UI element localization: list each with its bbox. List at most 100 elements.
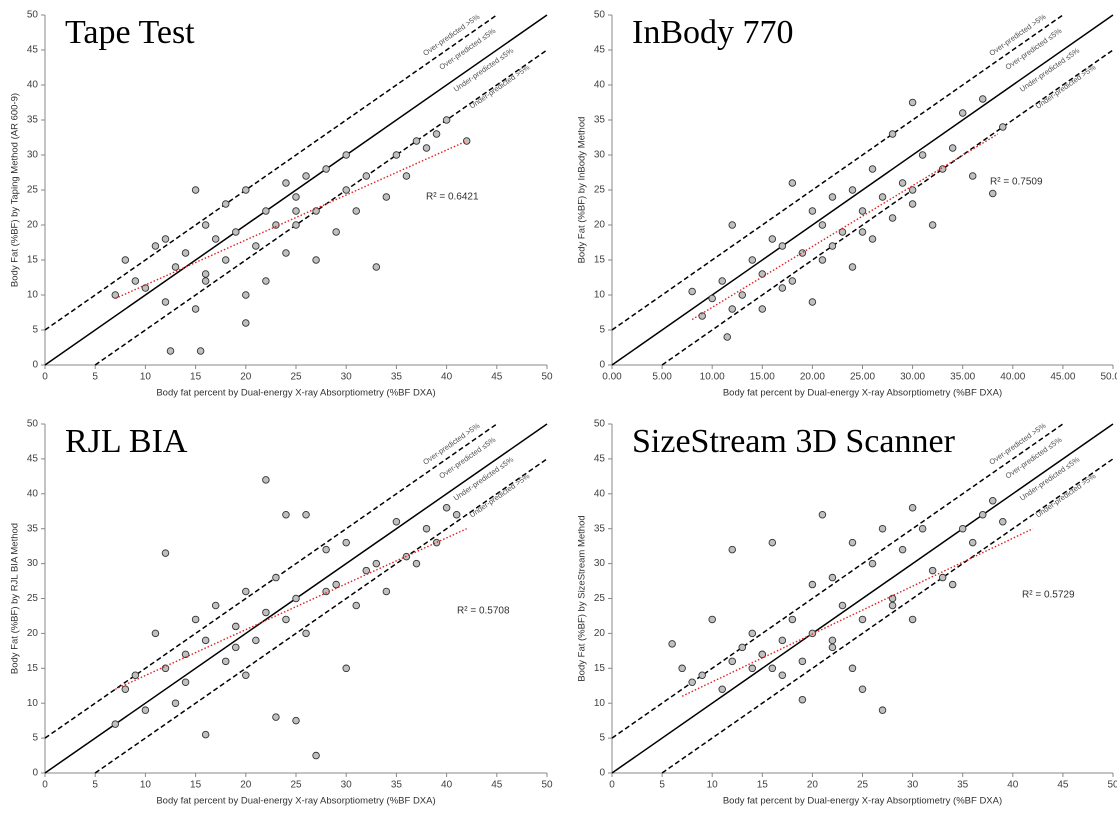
- data-point: [688, 287, 696, 296]
- x-tick-label: 40.00: [1000, 372, 1025, 383]
- y-tick-label: 20: [27, 628, 39, 639]
- data-point: [818, 221, 827, 229]
- data-point: [191, 305, 200, 313]
- y-tick-label: 25: [27, 185, 39, 196]
- data-point: [999, 517, 1007, 526]
- data-point: [989, 497, 997, 505]
- data-point: [778, 671, 787, 680]
- data-point: [282, 249, 290, 257]
- y-tick-label: 5: [32, 733, 38, 744]
- data-point: [312, 207, 320, 215]
- data-point: [312, 256, 320, 264]
- data-point: [908, 200, 917, 208]
- y-axis-label: Body Fat (%BF) by Taping Method (AR 600-…: [10, 93, 21, 287]
- data-point: [818, 510, 827, 519]
- data-point: [121, 685, 130, 693]
- data-point: [908, 504, 917, 512]
- data-point: [412, 137, 421, 145]
- y-tick-label: 50: [594, 10, 606, 21]
- data-point: [262, 277, 270, 285]
- data-point: [989, 189, 997, 198]
- data-point: [201, 270, 210, 278]
- x-tick-label: 25: [290, 780, 302, 791]
- trendline: [691, 133, 999, 321]
- data-point: [262, 207, 270, 215]
- data-point: [718, 277, 726, 285]
- data-point: [838, 601, 847, 610]
- data-point: [878, 193, 887, 201]
- x-axis-label: Body fat percent by Dual-energy X-ray Ab…: [156, 796, 435, 807]
- region-label: Over-predicted >5%: [988, 12, 1048, 58]
- x-tick-label: 15.00: [750, 372, 775, 383]
- data-point: [828, 242, 837, 250]
- data-point: [848, 263, 857, 271]
- data-point: [352, 601, 360, 610]
- data-point: [191, 615, 200, 624]
- data-point: [748, 256, 757, 264]
- reference-line: [44, 14, 498, 331]
- data-point: [928, 566, 937, 575]
- x-tick-label: 20: [240, 372, 252, 383]
- data-point: [668, 640, 676, 648]
- y-tick-label: 50: [594, 419, 606, 430]
- data-point: [342, 151, 350, 159]
- y-tick-label: 5: [32, 325, 38, 336]
- r-squared: R² = 0.6421: [426, 192, 479, 203]
- data-point: [718, 685, 726, 693]
- data-point: [292, 207, 300, 215]
- data-point: [272, 573, 280, 582]
- data-point: [858, 685, 867, 693]
- reference-line: [661, 458, 1114, 774]
- data-point: [242, 319, 250, 327]
- data-point: [728, 545, 736, 554]
- data-point: [888, 130, 897, 138]
- data-point: [768, 664, 777, 673]
- data-point: [342, 186, 350, 194]
- y-tick-label: 20: [27, 220, 39, 231]
- data-point: [352, 207, 360, 215]
- data-point: [232, 228, 240, 236]
- y-tick-label: 0: [599, 768, 605, 779]
- data-point: [232, 622, 240, 631]
- y-tick-label: 40: [594, 80, 606, 91]
- y-tick-label: 45: [27, 454, 39, 465]
- x-tick-label: 35.00: [950, 372, 975, 383]
- data-point: [322, 545, 330, 554]
- data-point: [938, 573, 947, 582]
- y-tick-label: 15: [27, 663, 39, 674]
- data-point: [878, 706, 887, 714]
- r-squared: R² = 0.5708: [457, 606, 510, 617]
- trendline: [114, 528, 467, 690]
- x-tick-label: 45: [1057, 780, 1069, 791]
- data-point: [728, 221, 736, 229]
- data-point: [111, 291, 120, 299]
- data-point: [292, 221, 300, 229]
- data-point: [171, 699, 180, 707]
- data-point: [312, 751, 320, 760]
- x-tick-label: 45.00: [1050, 372, 1075, 383]
- data-point: [928, 221, 937, 229]
- data-point: [332, 580, 340, 589]
- data-point: [888, 594, 897, 603]
- data-point: [166, 347, 175, 355]
- data-point: [392, 151, 401, 159]
- data-point: [948, 144, 957, 152]
- data-point: [262, 476, 270, 484]
- data-point: [242, 186, 250, 194]
- x-tick-label: 30: [341, 372, 353, 383]
- y-tick-label: 0: [32, 360, 38, 371]
- data-point: [282, 615, 290, 624]
- data-point: [372, 559, 381, 568]
- data-point: [798, 695, 807, 704]
- data-point: [232, 643, 240, 652]
- x-tick-label: 50: [541, 372, 553, 383]
- x-tick-label: 5.00: [652, 372, 672, 383]
- data-point: [808, 207, 817, 215]
- data-point: [918, 151, 927, 159]
- data-point: [161, 298, 170, 306]
- x-tick-label: 15: [190, 372, 202, 383]
- data-point: [211, 601, 220, 610]
- y-tick-label: 5: [599, 733, 605, 744]
- x-tick-label: 5: [659, 780, 665, 791]
- data-point: [131, 671, 140, 680]
